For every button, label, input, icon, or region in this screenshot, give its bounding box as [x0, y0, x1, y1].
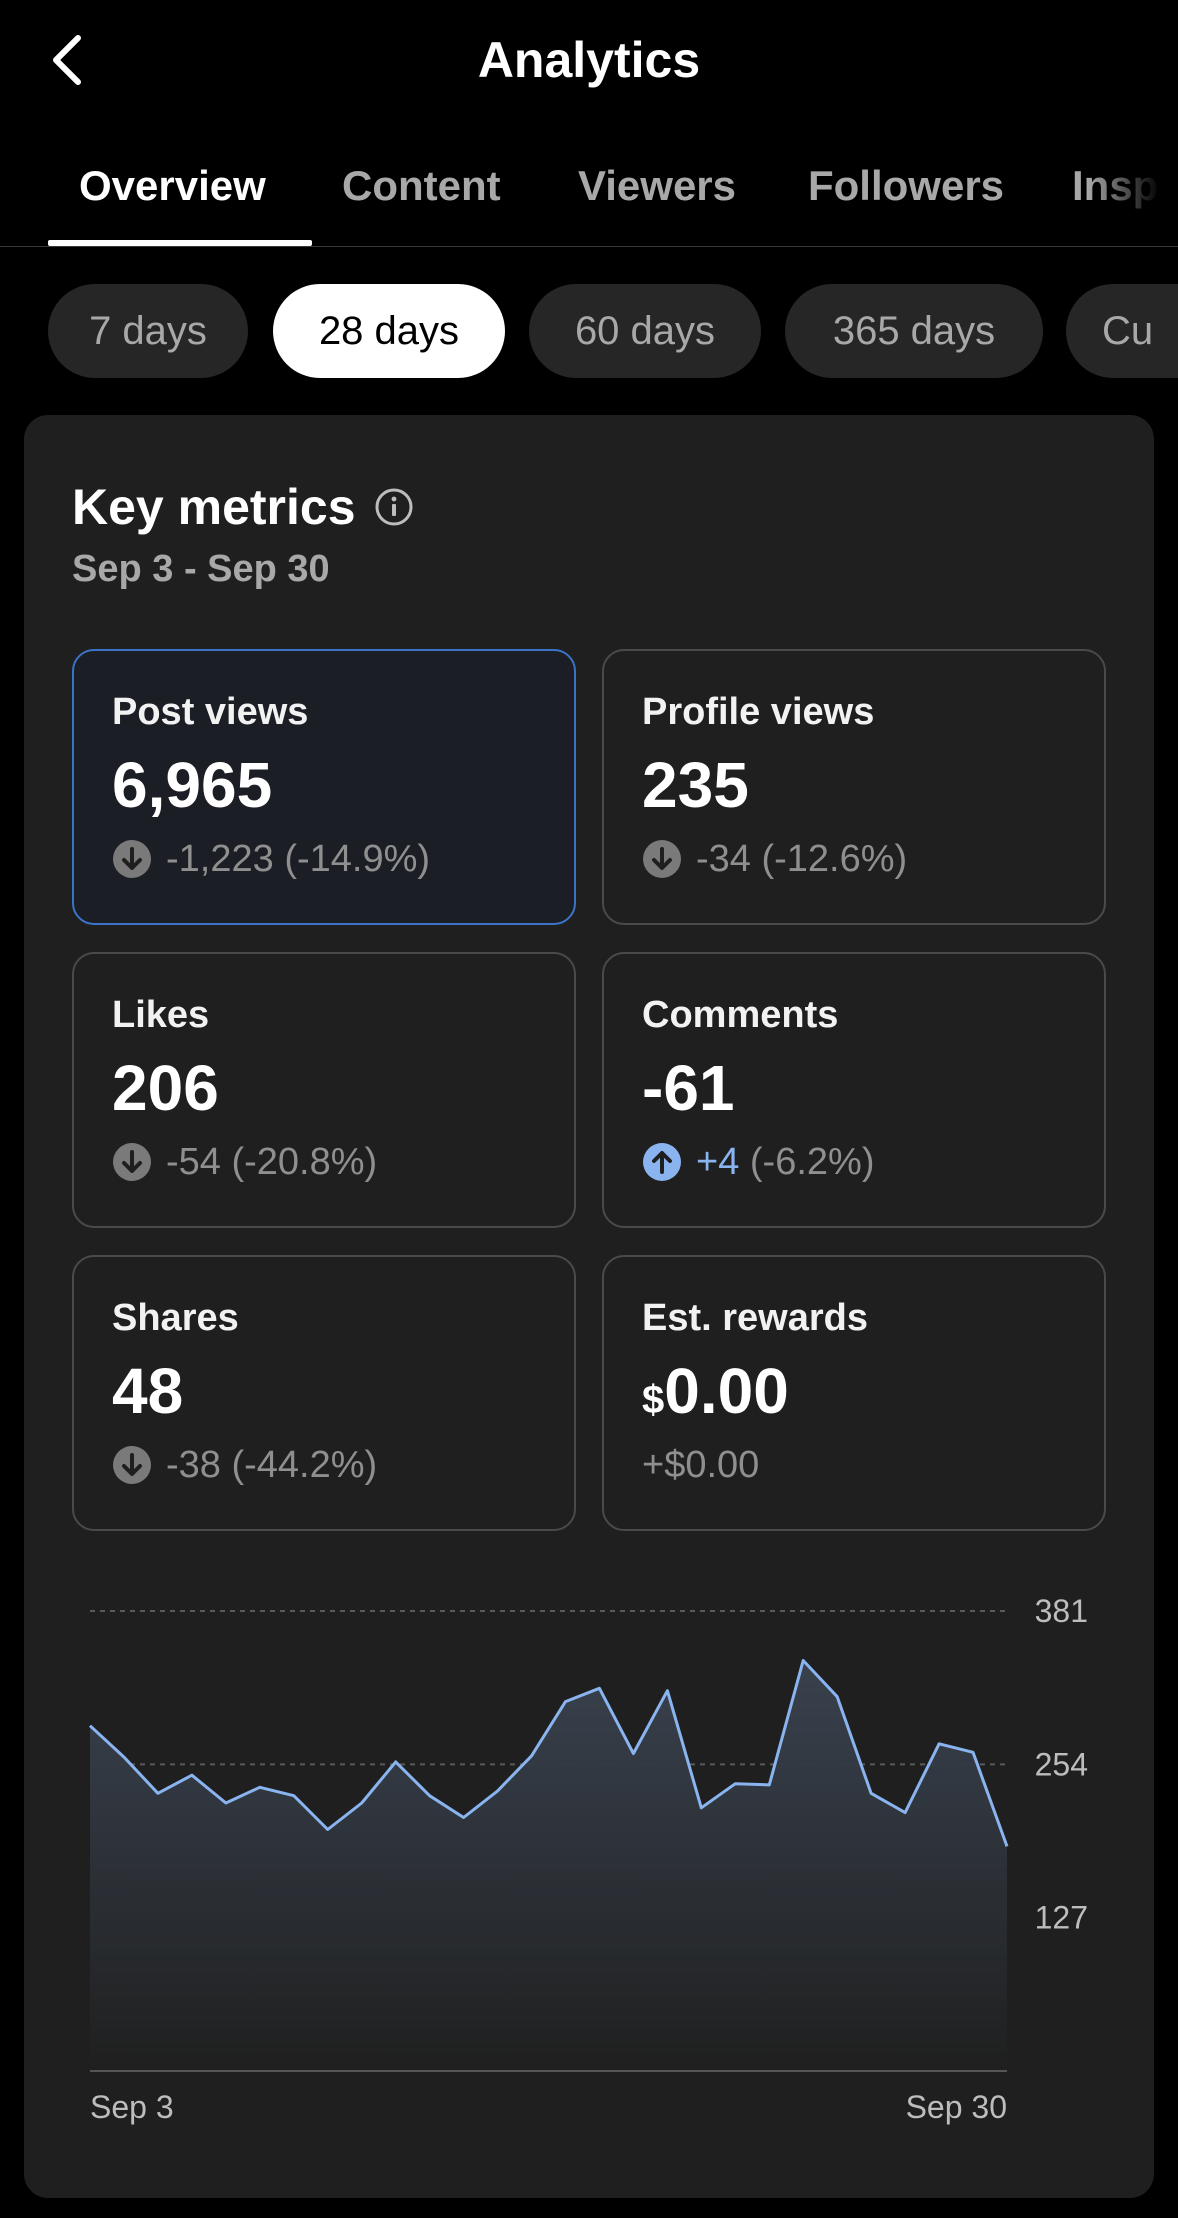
y-tick-label: 254 [1035, 1746, 1088, 1782]
back-button[interactable] [44, 28, 94, 92]
tab-viewers[interactable]: Viewers [578, 162, 737, 209]
key-metrics-title: Key metrics [72, 479, 356, 535]
metric-change-value: -38 [166, 1444, 221, 1486]
chart-series-line [88, 1659, 1009, 1847]
metric-tile-likes[interactable]: Likes 206 -54 (-20.8%) [72, 952, 576, 1228]
metric-change: +4 (-6.2%) [642, 1138, 874, 1186]
metric-label: Comments [642, 994, 839, 1036]
currency-symbol: $ [642, 1378, 665, 1422]
metric-value: 206 [112, 1052, 219, 1124]
metric-change-value: -34 [696, 838, 751, 880]
tab-content[interactable]: Content [342, 162, 501, 209]
metric-change-percent: (-14.9%) [284, 838, 431, 880]
range-28-days[interactable]: 28 days [273, 284, 505, 378]
arrow-down-circle-icon [643, 840, 681, 878]
metric-change: -1,223 (-14.9%) [112, 835, 430, 883]
arrow-down-circle-icon [113, 840, 151, 878]
metric-label: Shares [112, 1297, 239, 1339]
metric-change: -54 (-20.8%) [112, 1138, 377, 1186]
y-tick-label: 381 [1035, 1593, 1088, 1629]
metric-label: Post views [112, 691, 309, 733]
metric-change-percent: (-44.2%) [231, 1444, 378, 1486]
metric-tile-post-views[interactable]: Post views 6,965 -1,223 (-14.9%) [72, 649, 576, 925]
page-title: Analytics [477, 32, 701, 88]
arrow-up-circle-icon [643, 1143, 681, 1181]
key-metrics-card: Key metrics Sep 3 - Sep 30 Post views 6,… [24, 415, 1154, 2198]
range-custom[interactable]: Cu [1066, 284, 1178, 378]
tab-followers[interactable]: Followers [808, 162, 1005, 209]
top-bar: Analytics [0, 0, 1178, 120]
arrow-down-circle-icon [113, 1446, 151, 1484]
info-icon[interactable] [374, 487, 414, 527]
metric-change-percent: (-20.8%) [231, 1141, 378, 1183]
active-tab-indicator [48, 240, 312, 246]
arrow-down-circle-icon [113, 1143, 151, 1181]
metric-change: -34 (-12.6%) [642, 835, 907, 883]
chevron-left-icon [53, 35, 81, 85]
metric-label: Likes [112, 994, 210, 1036]
date-range-label: Sep 3 - Sep 30 [72, 548, 330, 590]
metric-value: 48 [112, 1355, 184, 1427]
metric-tile-est-rewards[interactable]: Est. rewards $0.00 +$0.00 [602, 1255, 1106, 1531]
metric-tile-profile-views[interactable]: Profile views 235 -34 (-12.6%) [602, 649, 1106, 925]
metric-value: 235 [642, 749, 749, 821]
metric-change-value: -54 [166, 1141, 221, 1183]
metric-change-value: +4 [696, 1141, 740, 1183]
date-range-selector: 7 days 28 days 60 days 365 days Cu [0, 282, 1178, 380]
y-tick-label: 127 [1035, 1900, 1088, 1936]
metric-value-amount: 0.00 [664, 1355, 789, 1427]
metric-change-percent: (-12.6%) [761, 838, 908, 880]
metric-tile-shares[interactable]: Shares 48 -38 (-44.2%) [72, 1255, 576, 1531]
range-60-days[interactable]: 60 days [529, 284, 761, 378]
metric-value: $0.00 [642, 1353, 789, 1438]
tab-inspiration[interactable]: Inspi [1072, 162, 1171, 209]
tab-bar: Overview Content Viewers Followers Inspi [0, 140, 1178, 247]
metric-change-value: +$0.00 [642, 1444, 760, 1486]
x-tick-label: Sep 30 [906, 2089, 1007, 2125]
metric-label: Profile views [642, 691, 875, 733]
metric-value: -61 [642, 1052, 735, 1124]
range-7-days[interactable]: 7 days [48, 284, 248, 378]
metric-change-percent: (-6.2%) [749, 1141, 875, 1183]
chart-area-fill [90, 1660, 1007, 2071]
metric-change: +$0.00 [642, 1441, 759, 1489]
tab-overview[interactable]: Overview [79, 162, 266, 209]
metric-change: -38 (-44.2%) [112, 1441, 377, 1489]
metric-tile-comments[interactable]: Comments -61 +4 (-6.2%) [602, 952, 1106, 1228]
metric-label: Est. rewards [642, 1297, 868, 1339]
metric-value: 6,965 [112, 749, 273, 821]
range-365-days[interactable]: 365 days [785, 284, 1043, 378]
x-tick-label: Sep 3 [90, 2089, 174, 2125]
post-views-chart: 127 254 381 Sep 3 Sep 30 [88, 1593, 1088, 2125]
metric-change-value: -1,223 [166, 838, 274, 880]
